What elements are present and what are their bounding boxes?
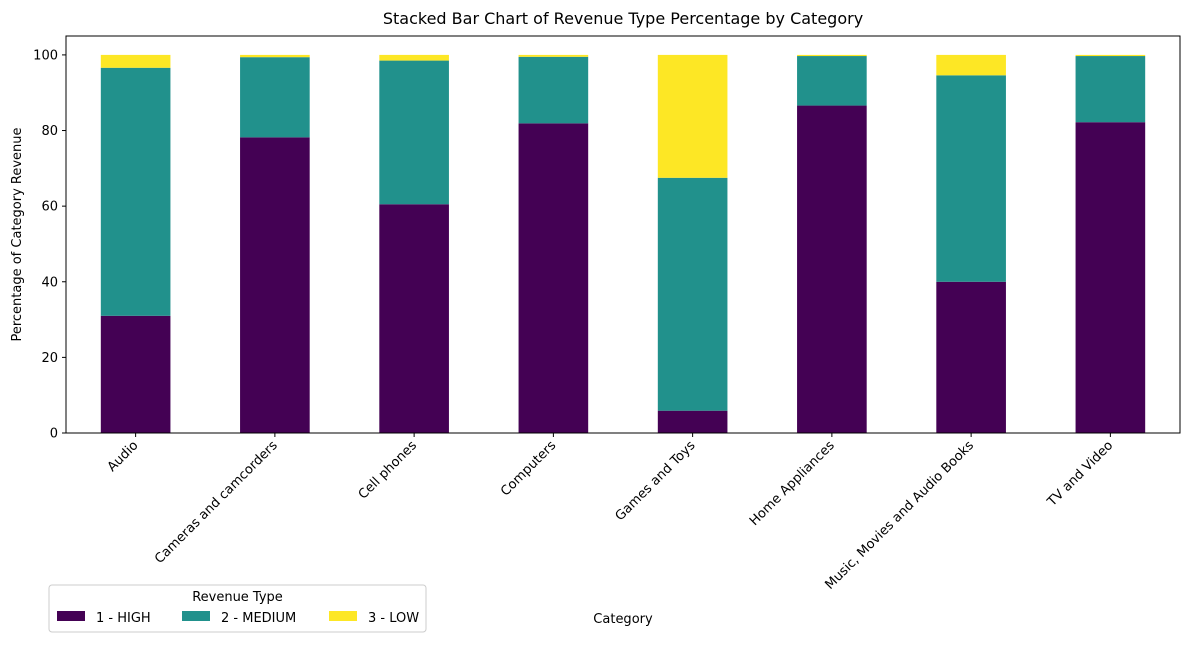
legend-swatch-3 bbox=[329, 611, 357, 621]
bar-segment-1-category-1 bbox=[100, 315, 171, 433]
bar-segment-2-category-8 bbox=[1075, 56, 1146, 123]
x-axis-ticks: Audio Cameras and camcorders Cell phones Co… bbox=[105, 433, 1116, 593]
x-tick-label: Music, Movies and Audio Books bbox=[822, 438, 977, 593]
y-axis-ticks: 0 20 40 60 80 100 bbox=[33, 48, 66, 442]
bar-segment-1-category-3 bbox=[379, 204, 449, 433]
bar-segment-1-category-8 bbox=[1075, 122, 1146, 433]
bar-segment-3-category-2 bbox=[240, 54, 310, 58]
bar-segment-2-category-6 bbox=[797, 56, 867, 106]
plot-frame bbox=[65, 35, 1181, 434]
bar-segment-1-category-6 bbox=[797, 105, 867, 434]
bar-segment-2-category-4 bbox=[518, 56, 589, 124]
x-tick-label: Home Appliances bbox=[747, 438, 838, 529]
y-tick-label: 60 bbox=[41, 200, 58, 215]
y-tick-label: 40 bbox=[41, 275, 58, 290]
bar-segment-1-category-4 bbox=[518, 123, 589, 433]
y-tick-label: 0 bbox=[50, 427, 58, 442]
legend-swatch-1 bbox=[57, 611, 85, 621]
bar-segment-1-category-5 bbox=[657, 410, 728, 433]
legend-swatch-2 bbox=[182, 611, 210, 621]
bar-segment-2-category-1 bbox=[100, 67, 171, 316]
x-tick-label: Computers bbox=[498, 438, 559, 499]
y-tick-label: 20 bbox=[41, 351, 58, 366]
x-tick-label: Cameras and camcorders bbox=[152, 438, 281, 567]
x-tick-label: Audio bbox=[105, 438, 142, 475]
bar-segment-2-category-5 bbox=[657, 177, 728, 411]
bar-segment-3-category-8 bbox=[1075, 54, 1146, 57]
y-axis-label: Percentage of Category Revenue bbox=[10, 127, 25, 341]
legend-label-1: 1 - HIGH bbox=[96, 611, 151, 626]
x-axis-label: Category bbox=[593, 612, 653, 627]
bar-segment-1-category-2 bbox=[240, 137, 310, 433]
bar-segment-3-category-1 bbox=[100, 54, 171, 68]
chart-title: Stacked Bar Chart of Revenue Type Percen… bbox=[383, 9, 863, 28]
bar-segment-3-category-6 bbox=[797, 54, 867, 57]
bar-segment-3-category-4 bbox=[518, 54, 589, 57]
x-tick-label: TV and Video bbox=[1044, 438, 1116, 510]
y-tick-label: 80 bbox=[41, 124, 58, 139]
bar-segment-3-category-5 bbox=[657, 54, 728, 178]
legend-items: 1 - HIGH 2 - MEDIUM 3 - LOW bbox=[57, 611, 419, 626]
bar-segment-2-category-2 bbox=[240, 57, 310, 138]
bar-segment-2-category-7 bbox=[936, 75, 1006, 282]
legend-label-2: 2 - MEDIUM bbox=[221, 611, 296, 626]
legend-label-3: 3 - LOW bbox=[368, 611, 419, 626]
bar-segment-3-category-7 bbox=[936, 54, 1006, 76]
bar-segment-1-category-7 bbox=[936, 281, 1006, 433]
bar-segment-2-category-3 bbox=[379, 60, 449, 205]
x-tick-label: Cell phones bbox=[356, 438, 420, 502]
x-tick-label: Games and Toys bbox=[613, 438, 699, 524]
bar-segment-3-category-3 bbox=[379, 54, 449, 61]
y-tick-label: 100 bbox=[33, 48, 58, 63]
legend-title: Revenue Type bbox=[192, 590, 283, 605]
bars-layer bbox=[100, 54, 1146, 434]
legend: Revenue Type 1 - HIGH 2 - MEDIUM 3 - LOW bbox=[48, 584, 427, 633]
